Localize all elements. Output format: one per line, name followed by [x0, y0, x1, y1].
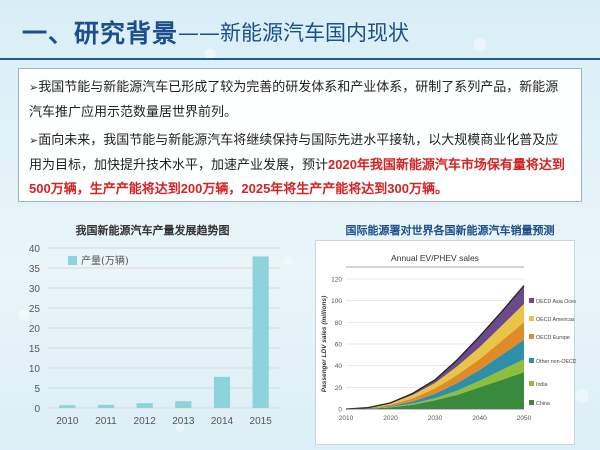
bar-2013 — [175, 401, 192, 408]
bar-2012 — [136, 403, 153, 408]
x-tick-label: 2010 — [56, 416, 79, 427]
y-tick-label: 35 — [29, 264, 41, 275]
paragraph-2-highlight: 2020年我国新能源汽车市场保有量将达到500万辆，生产产能将达到200万辆，2… — [29, 157, 565, 196]
y-tick-label: 20 — [29, 324, 41, 335]
paragraph-1: ➢我国节能与新能源汽车已形成了较为完善的研发体系和产业体系，研制了系列产品，新能… — [29, 75, 569, 124]
y-tick-label: 40 — [29, 244, 41, 255]
y-tick-label: 30 — [29, 284, 41, 295]
title-divider — [0, 58, 600, 60]
legend-swatch — [529, 298, 534, 303]
y-tick-label: 0 — [34, 404, 40, 415]
production-bar-chart-svg: 0 5 10 15 20 25 30 35 40 2010 2011 2012 2013 2014 2015… — [29, 244, 280, 427]
legend-swatch — [68, 256, 77, 265]
legend-label: OECD Asia Oceania — [536, 299, 576, 305]
total-line — [345, 285, 525, 410]
legend-swatch — [529, 381, 534, 386]
x-tick-label: 2011 — [95, 416, 117, 427]
bar-2011 — [97, 404, 115, 408]
page-subtitle: ——新能源汽车国内现状 — [178, 21, 410, 45]
y-tick-label: 20 — [335, 385, 343, 392]
x-tick-label: 2010 — [339, 415, 354, 422]
legend-swatch — [529, 358, 534, 363]
x-tick-label: 2014 — [211, 416, 234, 427]
legend-label: Other non-OECD — [536, 359, 576, 365]
page-header: 一、研究背景 ——新能源汽车国内现状 — [0, 0, 600, 64]
area-oecd-europe — [346, 322, 524, 409]
chart-subtitle: Annual EV/PHEV sales — [391, 253, 479, 263]
production-bar-chart: 我国新能源汽车产量发展趋势图 0 5 10 15 20 25 30 35 40 2010 2011 2… — [10, 212, 295, 448]
legend-label: China — [536, 401, 550, 407]
y-tick-label: 15 — [29, 344, 41, 355]
x-tick-label: 2015 — [250, 416, 273, 427]
legend-swatch — [529, 334, 534, 339]
background-textbox: ➢我国节能与新能源汽车已形成了较为完善的研发体系和产业体系，研制了系列产品，新能… — [18, 68, 582, 202]
legend-label: OECD Europe — [536, 335, 570, 341]
area-india — [346, 359, 524, 409]
legend-swatch — [529, 316, 534, 321]
bar-2014 — [213, 376, 231, 408]
area-china — [346, 372, 524, 409]
y-tick-label: 60 — [335, 342, 343, 349]
y-tick-label: 40 — [335, 363, 343, 370]
bar-2015 — [252, 256, 269, 408]
y-tick-label: 0 — [338, 407, 342, 414]
legend-label: OECD Americas — [536, 317, 575, 323]
arrow-bullet-icon: ➢ — [29, 82, 39, 94]
area-oecd-americas — [346, 303, 524, 409]
x-tick-label: 2050 — [517, 415, 532, 422]
y-tick-label: 25 — [29, 304, 41, 315]
y-tick-label: 120 — [331, 277, 342, 284]
legend-label: 产量(万辆) — [81, 254, 129, 267]
legend-label: India — [536, 382, 548, 388]
y-tick-label: 5 — [34, 384, 40, 395]
forecast-chart-title: 国际能源署对世界各国新能源汽车销量预测 — [345, 224, 555, 237]
x-tick-label: 2013 — [172, 416, 195, 427]
x-tick-label: 2030 — [428, 415, 443, 422]
y-tick-label: 80 — [335, 320, 343, 327]
page-title: 一、研究背景 — [22, 19, 179, 48]
paragraph-1-text: 我国节能与新能源汽车已形成了较为完善的研发体系和产业体系，研制了系列产品，新能源… — [29, 79, 559, 119]
x-tick-label: 2020 — [383, 415, 398, 422]
forecast-area-chart: Annual EV/PHEV sales 0 20 40 60 80 100 120 2010 2… — [315, 240, 576, 445]
area-other-non-oecd — [346, 339, 524, 409]
y-tick-label: 100 — [331, 298, 342, 305]
chart-title: 我国新能源汽车产量发展趋势图 — [75, 224, 230, 237]
y-tick-label: 10 — [29, 364, 41, 375]
legend-swatch — [529, 400, 534, 405]
bar-2010 — [59, 405, 76, 408]
x-tick-label: 2040 — [472, 415, 487, 422]
y-axis-label: Passenger LDV sales (millions) — [321, 296, 328, 392]
paragraph-2: ➢面向未来，我国节能与新能源汽车将继续保持与国际先进水平接轨，以大规模商业化普及… — [29, 128, 569, 201]
paragraph-2-text: 面向未来，我国节能与新能源汽车将继续保持与国际先进水平接轨，以大规模商业化普及应… — [29, 132, 559, 172]
x-tick-label: 2012 — [134, 416, 157, 427]
arrow-bullet-icon: ➢ — [29, 135, 39, 147]
